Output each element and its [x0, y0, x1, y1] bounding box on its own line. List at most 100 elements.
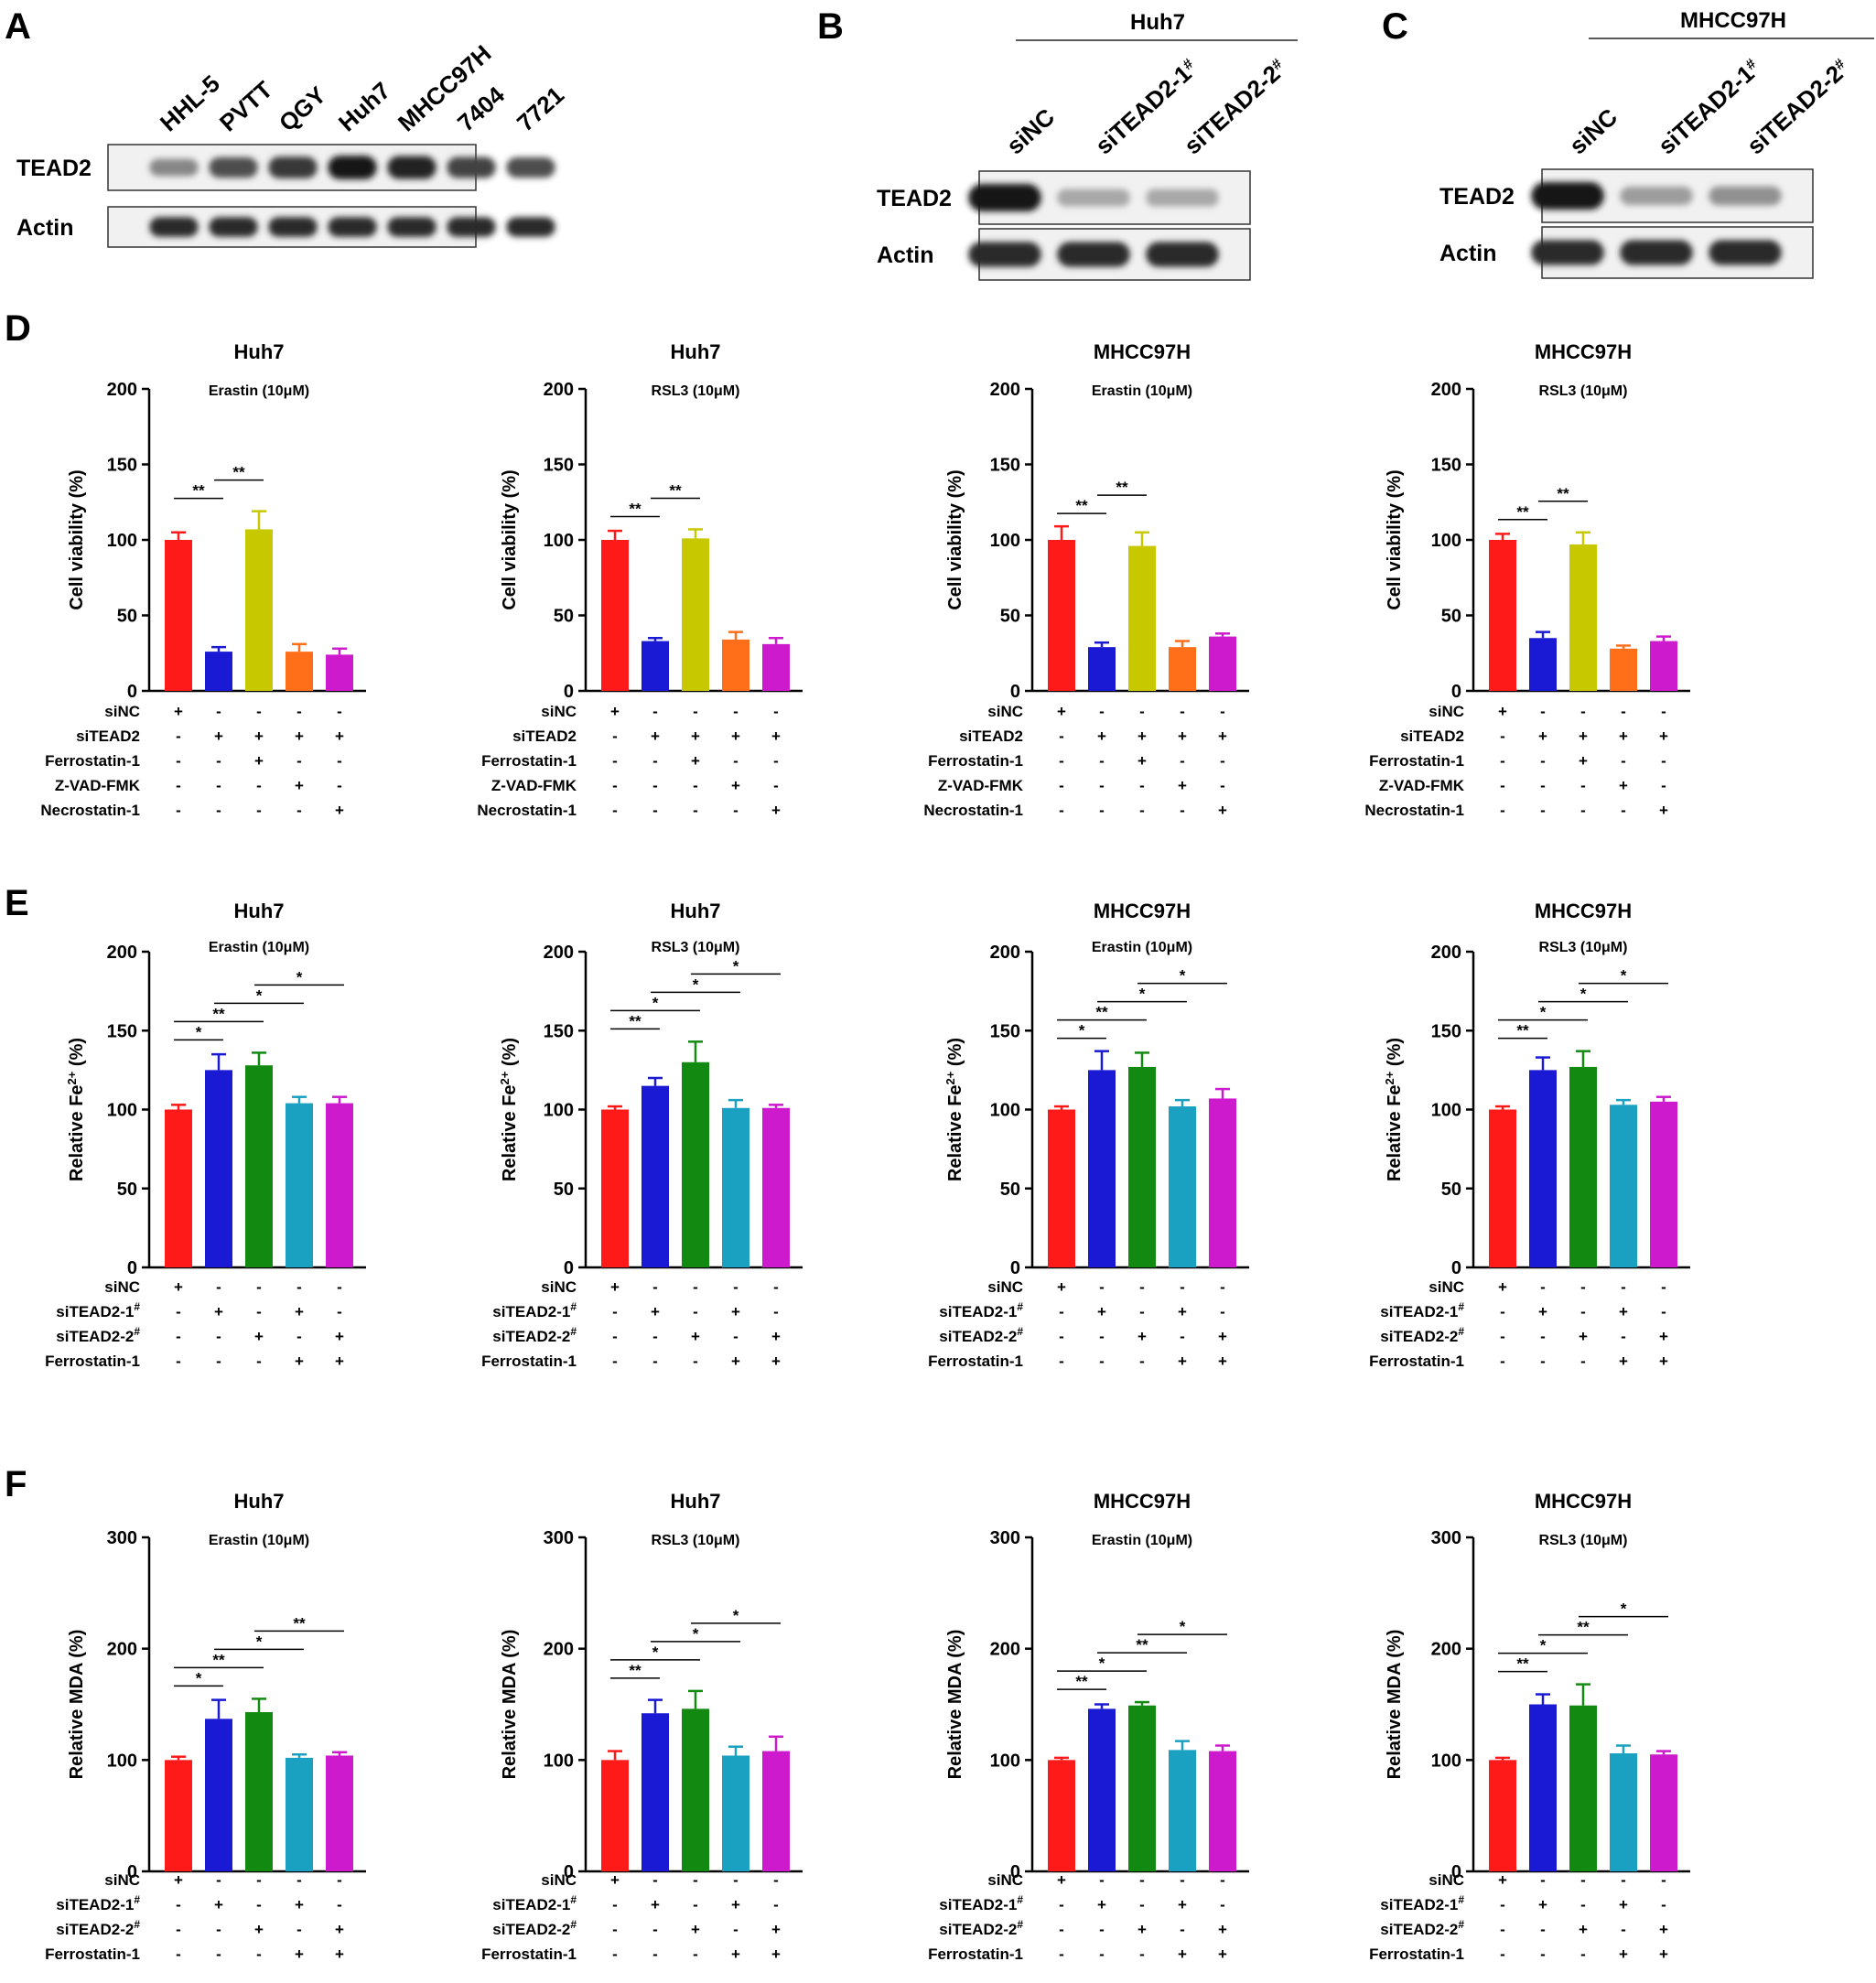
treatment-label: Ferrostatin-1 [45, 1353, 140, 1370]
minus-sign: - [256, 1945, 262, 1963]
treatment-label-superscript: # [134, 1300, 140, 1313]
bar [1048, 1760, 1075, 1871]
chart-title: MHCC97H [1535, 900, 1632, 922]
blot-band [1146, 242, 1219, 267]
bar [205, 1070, 232, 1267]
plus-sign: + [174, 703, 183, 720]
chart-title: MHCC97H [1094, 900, 1191, 922]
bar [1128, 1066, 1156, 1267]
minus-sign: - [176, 727, 181, 745]
blot-row-label: TEAD2 [877, 186, 952, 211]
minus-sign: - [652, 1945, 658, 1963]
treatment-label: Z-VAD-FMK [1379, 777, 1465, 794]
blot-band [149, 217, 199, 237]
plus-sign: + [295, 1896, 304, 1913]
y-axis-label-part: (%) [67, 1038, 87, 1072]
significance-label: * [256, 1633, 263, 1650]
significance-label: ** [1516, 1655, 1529, 1673]
chart-subtitle: RSL3 (10μM) [652, 940, 740, 955]
significance-label: * [1180, 1618, 1186, 1635]
plus-sign: + [1538, 727, 1547, 745]
minus-sign: - [693, 1871, 698, 1889]
significance-label: ** [1557, 485, 1569, 502]
plus-sign: + [610, 1871, 620, 1889]
bar-chart: MHCC97H Erastin (10μM) 0 50 100 150 200 Relativ… [928, 900, 1249, 1370]
plus-sign: + [691, 727, 700, 745]
minus-sign: - [1580, 1353, 1586, 1370]
minus-sign: - [693, 777, 698, 794]
significance-label: ** [1516, 503, 1529, 521]
treatment-label-superscript: # [570, 1893, 577, 1906]
chart-subtitle: RSL3 (10μM) [1539, 1533, 1628, 1548]
y-tick-label: 200 [107, 380, 137, 400]
treatment-label: Ferrostatin-1 [45, 752, 140, 770]
bar [245, 529, 273, 691]
minus-sign: - [176, 1303, 181, 1320]
minus-sign: - [1540, 752, 1546, 770]
plus-sign: + [1579, 1921, 1588, 1938]
treatment-label: siTEAD2-2# [939, 1325, 1023, 1345]
y-axis-label-part: Relative Fe [67, 1084, 87, 1181]
minus-sign: - [1621, 1871, 1626, 1889]
y-tick-label: 100 [107, 1101, 137, 1121]
minus-sign: - [1540, 1278, 1546, 1296]
plus-sign: + [731, 1303, 740, 1320]
bar [1128, 545, 1156, 691]
minus-sign: - [612, 1921, 618, 1938]
y-axis-label: Relative Fe2+ (%) [65, 1038, 88, 1181]
bar [1128, 1705, 1156, 1871]
minus-sign: - [1220, 777, 1225, 794]
minus-sign: - [1180, 1921, 1185, 1938]
minus-sign: - [1099, 1278, 1105, 1296]
treatment-label: Necrostatin-1 [1364, 802, 1464, 819]
minus-sign: - [1099, 1945, 1105, 1963]
treatment-label: siTEAD2-2# [56, 1918, 140, 1938]
y-axis-label-part: Relative Fe [500, 1084, 520, 1181]
plus-sign: + [1579, 727, 1588, 745]
blot-row-label: Actin [1439, 241, 1497, 266]
blot-cell-line-label: Huh7 [1130, 10, 1185, 35]
chart-subtitle: RSL3 (10μM) [652, 1533, 740, 1548]
treatment-label-superscript: # [1458, 1300, 1464, 1313]
plus-sign: + [335, 727, 344, 745]
treatment-label-superscript: # [1017, 1300, 1023, 1313]
y-tick-label: 50 [117, 1180, 137, 1200]
minus-sign: - [1220, 1278, 1225, 1296]
significance-label: * [196, 1669, 202, 1687]
minus-sign: - [216, 1353, 221, 1370]
y-tick-label: 50 [117, 607, 137, 627]
minus-sign: - [733, 1871, 739, 1889]
bar [1529, 1070, 1557, 1267]
blot-band [1531, 240, 1604, 265]
plus-sign: + [1619, 777, 1628, 794]
bar [1209, 636, 1236, 691]
blot-row-label: Actin [16, 215, 74, 241]
treatment-label: siTEAD2-2# [56, 1325, 140, 1345]
treatment-label: siTEAD2-2# [492, 1918, 577, 1938]
treatment-label: Z-VAD-FMK [938, 777, 1024, 794]
minus-sign: - [1661, 703, 1666, 720]
y-tick-label: 50 [554, 1180, 574, 1200]
plus-sign: + [610, 703, 620, 720]
significance-label: * [1139, 986, 1146, 1003]
minus-sign: - [1661, 1278, 1666, 1296]
plus-sign: + [335, 1921, 344, 1938]
bar [1569, 1066, 1597, 1267]
y-tick-label: 100 [544, 531, 574, 551]
blot-band [1057, 189, 1130, 207]
y-axis-label: Relative MDA (%) [500, 1630, 520, 1780]
y-tick-label: 0 [1451, 1862, 1461, 1882]
y-tick-label: 200 [1431, 380, 1461, 400]
treatment-label: Ferrostatin-1 [1369, 1945, 1464, 1963]
minus-sign: - [1139, 1945, 1145, 1963]
minus-sign: - [256, 777, 262, 794]
bar [326, 1755, 353, 1871]
significance-label: * [693, 1625, 699, 1643]
minus-sign: - [1220, 1303, 1225, 1320]
treatment-label: Necrostatin-1 [40, 802, 140, 819]
minus-sign: - [1220, 752, 1225, 770]
y-tick-label: 200 [544, 943, 574, 963]
chart-title: Huh7 [671, 340, 721, 363]
treatment-label: siTEAD2 [1400, 727, 1464, 745]
minus-sign: - [1540, 802, 1546, 819]
